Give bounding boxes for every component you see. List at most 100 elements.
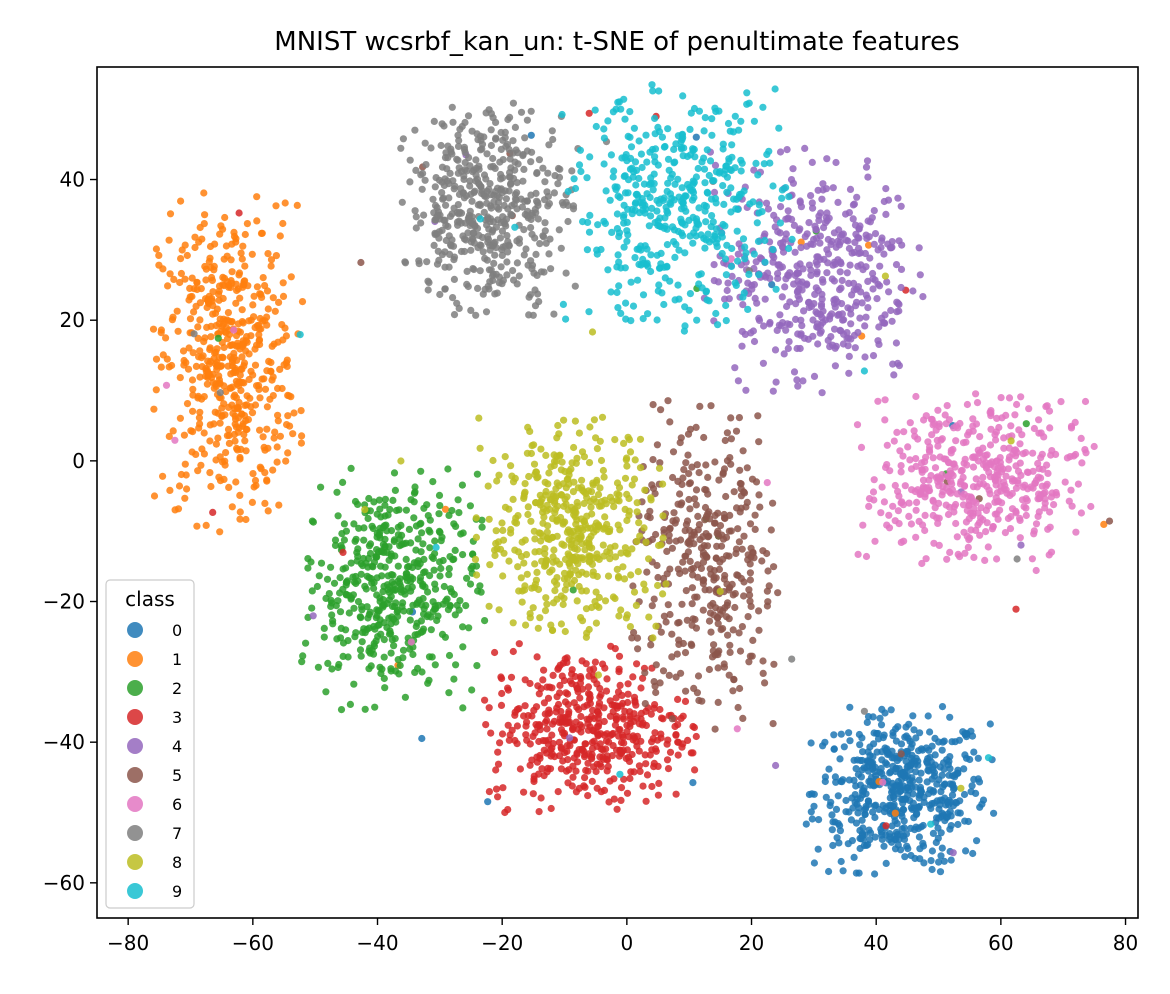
point-class-3 [650, 704, 658, 712]
point-class-0 [955, 736, 964, 744]
point-class-9 [647, 212, 655, 220]
point-class-5 [722, 533, 731, 542]
point-class-1 [264, 507, 272, 515]
point-class-5 [670, 509, 678, 517]
point-class-6 [901, 482, 909, 490]
point-class-0 [901, 786, 909, 794]
point-class-3 [584, 792, 592, 800]
legend-label-class-9: 9 [172, 882, 182, 901]
point-class-1 [259, 274, 267, 282]
point-class-4 [827, 240, 835, 248]
point-class-2 [392, 618, 400, 626]
point-class-3 [657, 730, 665, 738]
point-class-1 [279, 279, 287, 287]
point-class-5 [714, 527, 722, 535]
point-class-7 [475, 231, 483, 239]
point-class-9 [663, 207, 671, 215]
point-class-3 [602, 687, 611, 695]
point-class-9 [658, 133, 667, 141]
point-class-4 [915, 244, 923, 252]
point-class-5 [688, 600, 696, 608]
point-class-5 [759, 657, 767, 665]
point-class-1 [266, 395, 274, 403]
point-class-8 [601, 496, 609, 504]
point-class-3 [626, 722, 634, 731]
point-class-1 [274, 411, 282, 419]
point-class-8 [596, 502, 604, 510]
point-class-9 [645, 222, 653, 230]
point-class-7 [496, 158, 504, 166]
point-class-7 [525, 311, 533, 319]
point-class-3 [623, 746, 632, 754]
point-class-5 [738, 623, 747, 631]
point-class-9 [601, 219, 610, 228]
point-class-4 [871, 276, 879, 284]
point-class-1 [165, 236, 173, 244]
point-class-6 [1072, 450, 1080, 459]
point-class-3 [566, 677, 574, 685]
point-class-7 [411, 126, 419, 134]
point-class-6 [935, 541, 943, 550]
point-class-4 [762, 273, 770, 281]
point-class-8 [517, 552, 526, 561]
point-class-8 [517, 574, 525, 582]
point-class-1 [273, 443, 281, 451]
point-class-0 [834, 820, 842, 828]
point-class-6 [906, 419, 914, 427]
point-class-3 [513, 705, 521, 714]
point-class-8 [558, 491, 566, 499]
point-class-4 [815, 216, 823, 224]
point-class-3 [491, 648, 499, 657]
point-class-3 [648, 782, 656, 791]
point-class-5 [710, 567, 719, 575]
point-class-2 [442, 597, 450, 605]
point-class-8 [571, 417, 580, 425]
point-class-1 [220, 400, 228, 408]
point-class-3 [498, 730, 507, 738]
point-class-9 [689, 239, 697, 247]
point-class-6 [881, 416, 889, 424]
point-class-6 [1014, 477, 1022, 485]
point-class-2 [382, 521, 390, 529]
point-class-6 [1005, 453, 1014, 461]
point-class-1 [224, 309, 232, 317]
point-class-2 [381, 495, 389, 503]
point-class-8 [472, 514, 480, 522]
point-class-2 [387, 649, 395, 657]
point-class-4 [819, 278, 827, 286]
point-class-0 [907, 762, 915, 770]
point-class-0 [928, 847, 937, 855]
point-class-9 [708, 115, 716, 123]
point-class-5 [707, 628, 715, 636]
point-class-8 [520, 559, 528, 567]
point-class-9 [640, 180, 649, 188]
point-class-0 [808, 815, 816, 823]
point-class-2 [323, 575, 332, 583]
point-class-4 [892, 339, 901, 347]
point-class-4 [796, 197, 804, 205]
point-class-6 [1002, 472, 1010, 480]
point-class-5 [669, 448, 678, 456]
point-class-0 [962, 847, 970, 855]
point-class-5 [666, 525, 674, 533]
point-class-4 [795, 226, 803, 235]
point-class-4 [836, 286, 844, 294]
point-class-7 [513, 237, 521, 245]
point-class-3 [582, 740, 590, 748]
point-class-2 [462, 602, 470, 610]
point-class-4 [810, 372, 819, 380]
point-class-2 [365, 494, 373, 503]
point-class-2 [384, 511, 392, 519]
point-class-0 [910, 726, 918, 734]
point-class-7 [466, 177, 474, 185]
point-class-5 [735, 629, 743, 637]
legend-label-class-4: 4 [172, 737, 182, 756]
point-class-0 [962, 733, 971, 741]
point-class-8 [526, 610, 534, 618]
point-class-1 [283, 421, 291, 429]
point-class-0 [966, 755, 974, 764]
point-class-8 [572, 566, 580, 574]
point-class-7 [504, 248, 512, 256]
point-class-9 [671, 296, 679, 304]
